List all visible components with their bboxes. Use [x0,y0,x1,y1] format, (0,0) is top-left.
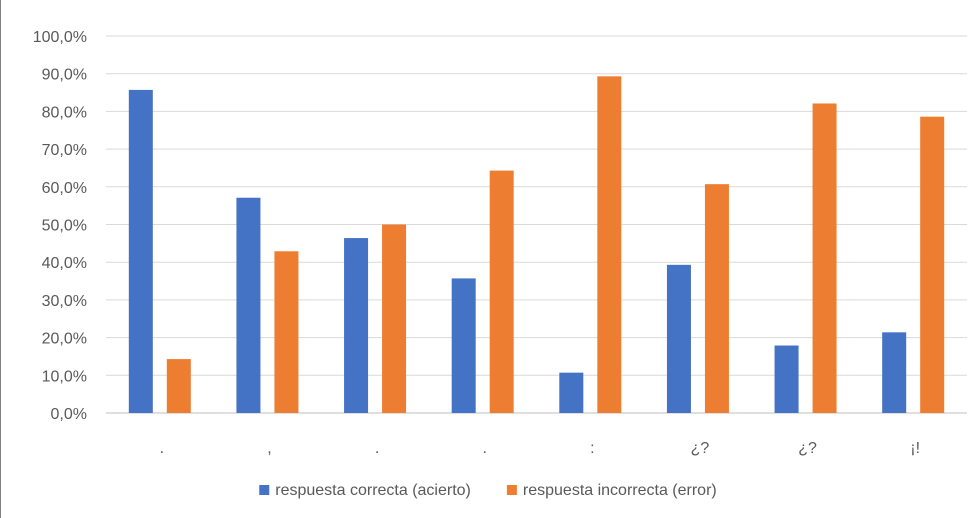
legend-swatch [259,485,270,495]
legend: respuesta correcta (acierto) respuesta in… [259,482,717,499]
y-tick-label: 100,0% [33,29,87,46]
bar-correcta [451,278,476,413]
gridlines [106,35,967,414]
x-tick-label: . [160,440,164,457]
y-tick-label: 20,0% [42,331,87,348]
y-tick-label: 30,0% [42,293,87,310]
bars [128,76,945,414]
bar-incorrecta [704,184,729,413]
bar-correcta [128,89,153,413]
x-tick-label: . [482,440,486,457]
x-tick-label: . [375,440,379,457]
x-tick-label: ¿? [691,440,710,457]
bar-incorrecta [597,76,622,414]
bar-correcta [666,264,691,413]
y-tick-label: 90,0% [42,67,87,84]
y-tick-label: 0,0% [51,406,87,423]
bar-correcta [882,332,907,413]
x-tick-label: ¡! [910,440,920,457]
y-tick-label: 70,0% [42,142,87,159]
bar-incorrecta [812,103,837,413]
bar-correcta [236,197,261,413]
bar-correcta [344,238,369,413]
x-axis-tick-labels: .,..: ¿? ¿? ¡! [160,440,920,457]
bar-incorrecta [489,170,514,413]
bar-incorrecta [382,224,407,413]
legend-label: respuesta incorrecta (error) [523,482,717,499]
bar-incorrecta [166,359,191,413]
bar-incorrecta [274,251,299,413]
y-tick-label: 10,0% [42,368,87,385]
bar-correcta [559,372,584,413]
x-tick-label: , [267,440,271,457]
legend-swatch [506,485,517,495]
bar-incorrecta [920,116,945,413]
y-axis-tick-labels: 0,0% 10,0% 20,0% 30,0% 40,0% 50,0% 60,0% 70,0% 8… [33,29,87,423]
x-tick-label: : [590,440,594,457]
bar-correcta [774,345,799,413]
legend-label: respuesta correcta (acierto) [275,482,471,499]
y-tick-label: 40,0% [42,255,87,272]
y-tick-label: 80,0% [42,104,87,121]
y-tick-label: 50,0% [42,218,87,235]
y-tick-label: 60,0% [42,180,87,197]
x-tick-label: ¿? [798,440,817,457]
